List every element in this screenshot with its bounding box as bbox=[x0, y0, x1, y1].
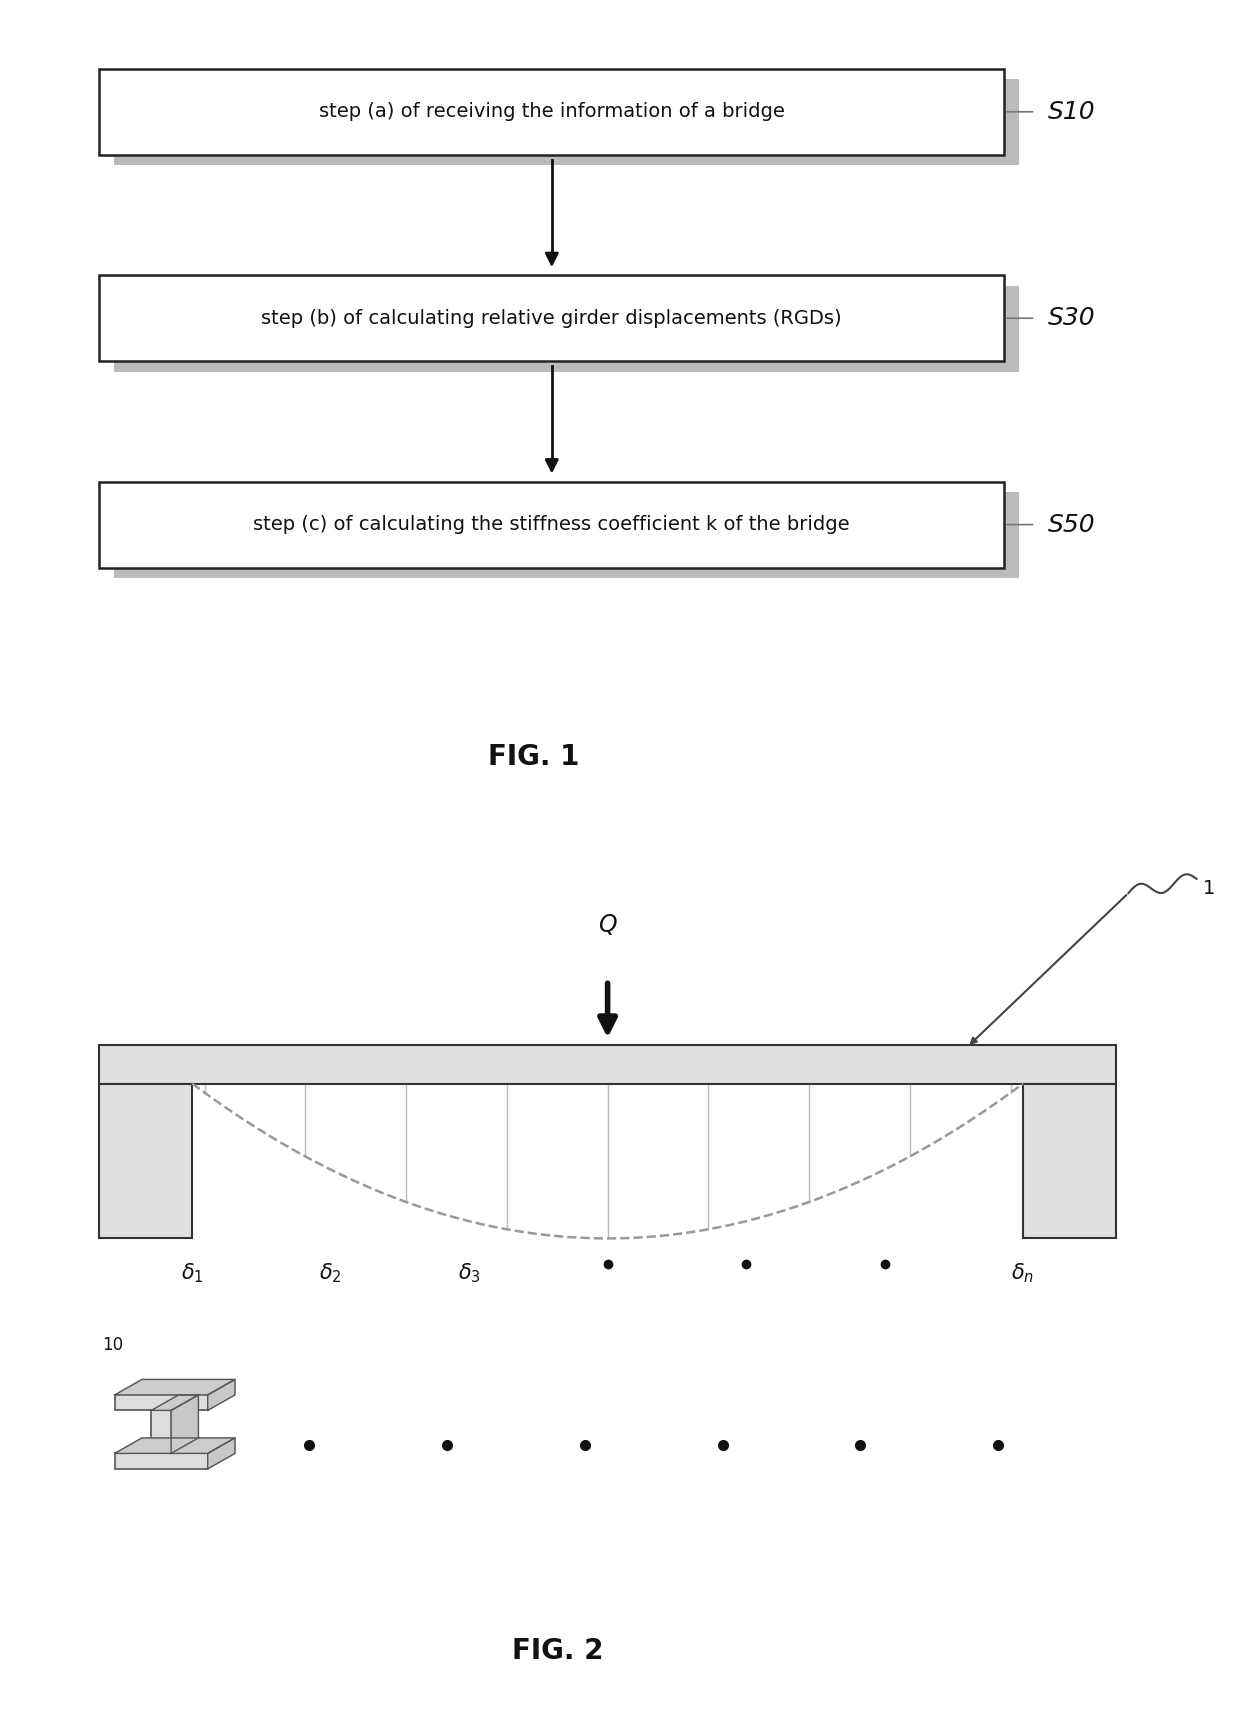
Bar bbox=[99, 482, 1004, 568]
Polygon shape bbox=[114, 1438, 234, 1453]
Text: Q: Q bbox=[598, 913, 618, 937]
Polygon shape bbox=[207, 1438, 234, 1469]
Bar bbox=[99, 275, 1004, 361]
Text: S10: S10 bbox=[1048, 100, 1095, 124]
Text: 10: 10 bbox=[102, 1336, 124, 1354]
Bar bbox=[99, 1044, 1116, 1084]
Bar bbox=[114, 1395, 207, 1410]
Text: S30: S30 bbox=[1048, 306, 1095, 330]
Text: step (a) of receiving the information of a bridge: step (a) of receiving the information of… bbox=[319, 101, 785, 122]
Bar bbox=[99, 1084, 192, 1238]
Bar bbox=[114, 286, 1019, 372]
Bar bbox=[1023, 1084, 1116, 1238]
Text: $\delta_3$: $\delta_3$ bbox=[458, 1261, 481, 1285]
Text: FIG. 1: FIG. 1 bbox=[487, 743, 579, 771]
Text: $\delta_2$: $\delta_2$ bbox=[320, 1261, 342, 1285]
Polygon shape bbox=[114, 1379, 234, 1395]
Text: S50: S50 bbox=[1048, 513, 1095, 537]
Bar bbox=[151, 1410, 171, 1453]
Text: step (c) of calculating the stiffness coefficient k of the bridge: step (c) of calculating the stiffness co… bbox=[253, 514, 851, 535]
Text: FIG. 2: FIG. 2 bbox=[512, 1637, 604, 1665]
Bar bbox=[114, 79, 1019, 165]
Polygon shape bbox=[151, 1395, 198, 1410]
Polygon shape bbox=[171, 1395, 198, 1453]
Polygon shape bbox=[207, 1379, 234, 1410]
Bar bbox=[99, 69, 1004, 155]
Text: step (b) of calculating relative girder displacements (RGDs): step (b) of calculating relative girder … bbox=[262, 308, 842, 329]
Text: $\delta_n$: $\delta_n$ bbox=[1012, 1261, 1034, 1285]
Text: $\delta_1$: $\delta_1$ bbox=[181, 1261, 203, 1285]
Bar bbox=[114, 1453, 207, 1469]
Bar bbox=[114, 492, 1019, 578]
Text: 1: 1 bbox=[1203, 879, 1215, 898]
